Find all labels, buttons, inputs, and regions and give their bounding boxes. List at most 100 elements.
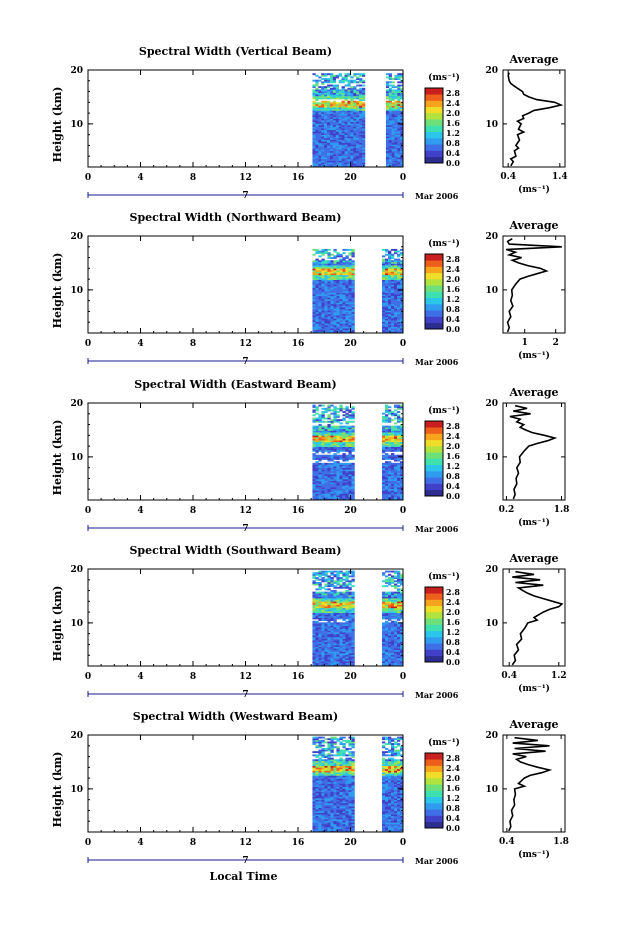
heatmap-cell — [315, 594, 319, 597]
heatmap-cell — [382, 632, 386, 634]
heatmap-cell — [318, 324, 322, 327]
heatmap-cell — [333, 462, 337, 465]
heatmap-cell — [329, 128, 334, 131]
heatmap-cell — [324, 269, 328, 272]
heatmap-cell — [324, 828, 328, 831]
heatmap-cell — [347, 129, 351, 132]
heatmap-cell — [391, 150, 395, 153]
heatmap-cell — [397, 643, 401, 646]
heatmap-cell — [385, 84, 390, 87]
heatmap-cell — [318, 656, 322, 659]
heatmap-cell — [327, 115, 331, 118]
heatmap-cell — [350, 103, 354, 106]
heatmap-cell — [342, 265, 346, 268]
heatmap-cell — [330, 284, 334, 287]
heatmap-cell — [321, 474, 325, 477]
heatmap-cell — [324, 606, 328, 609]
heatmap-cell — [321, 142, 325, 145]
heatmap-cell — [321, 651, 325, 654]
heatmap-cell — [394, 97, 398, 100]
heatmap-cell — [397, 102, 401, 105]
heatmap-cell — [318, 485, 322, 488]
heatmap-cell — [333, 453, 337, 456]
heatmap-cell — [333, 643, 337, 646]
heatmap-cell — [342, 622, 346, 625]
heatmap-cell — [312, 157, 316, 160]
heatmap-cell — [339, 611, 343, 613]
heatmap-cell — [397, 108, 401, 111]
heatmap-cell — [353, 118, 357, 121]
heatmap-cell — [315, 81, 319, 84]
heatmap-cell — [336, 260, 340, 263]
heatmap-cell — [385, 427, 389, 430]
heatmap-cell — [345, 827, 349, 830]
heatmap-cell — [397, 615, 401, 618]
heatmap-cell — [394, 495, 398, 498]
heatmap-cell — [339, 594, 343, 597]
heatmap-cell — [350, 95, 354, 98]
heatmap-cell — [350, 89, 354, 92]
heatmap-cell — [315, 440, 319, 443]
heatmap-cell — [342, 477, 346, 480]
heatmap-cell — [350, 105, 354, 108]
y-tick-label: 10 — [70, 286, 83, 296]
heatmap-cell — [394, 326, 398, 329]
heatmap-cell — [394, 250, 398, 253]
heatmap-cell — [335, 105, 339, 108]
heatmap-cell — [321, 432, 325, 435]
heatmap-cell — [333, 268, 337, 271]
heatmap-cell — [391, 155, 395, 158]
heatmap-cell — [321, 120, 325, 123]
heatmap-cell — [391, 648, 395, 651]
heatmap-cell — [324, 619, 328, 622]
heatmap-cell — [318, 456, 322, 459]
heatmap-cell — [388, 310, 392, 313]
heatmap-cell — [339, 282, 343, 285]
heatmap-cell — [327, 290, 331, 293]
heatmap-cell — [332, 158, 337, 161]
heatmap-cell — [339, 432, 343, 435]
heatmap-cell — [327, 478, 331, 481]
heatmap-cell — [345, 638, 349, 641]
heatmap-cell — [385, 474, 389, 477]
heatmap-cell — [329, 92, 334, 95]
heatmap-cell — [351, 656, 355, 659]
heatmap-cell — [400, 580, 404, 583]
heatmap-cell — [351, 457, 355, 460]
heatmap-cell — [348, 248, 352, 251]
heatmap-cell — [327, 469, 331, 472]
heatmap-cell — [327, 632, 331, 634]
heatmap-cell — [338, 103, 342, 106]
heatmap-cell — [312, 297, 316, 300]
heatmap-cell — [333, 593, 337, 596]
heatmap-cell — [327, 606, 331, 609]
heatmap-cell — [351, 648, 355, 651]
heatmap-cell — [315, 830, 319, 833]
heatmap-cell — [391, 107, 395, 110]
heatmap-cell — [344, 136, 348, 139]
heatmap-cell — [348, 457, 352, 460]
heatmap-cell — [333, 488, 337, 491]
heatmap-cell — [333, 611, 337, 613]
heatmap-cell — [330, 594, 334, 597]
heatmap-cell — [327, 438, 331, 441]
heatmap-cell — [312, 445, 316, 447]
heatmap-cell — [385, 644, 389, 647]
heatmap-cell — [330, 422, 334, 425]
heatmap-cell — [332, 126, 337, 129]
heatmap-cell — [397, 469, 401, 472]
heatmap-cell — [353, 124, 357, 127]
heatmap-cell — [336, 623, 340, 626]
heatmap-cell — [312, 495, 316, 498]
heatmap-cell — [330, 659, 334, 662]
heatmap-cell — [359, 97, 363, 100]
heatmap-cell — [321, 271, 325, 274]
heatmap-cell — [388, 128, 392, 131]
heatmap-cell — [391, 268, 395, 271]
heatmap-cell — [382, 661, 386, 664]
heatmap-cell — [400, 326, 404, 329]
heatmap-cell — [327, 142, 331, 145]
colorbar-swatch — [425, 643, 443, 650]
heatmap-cell — [341, 89, 345, 92]
